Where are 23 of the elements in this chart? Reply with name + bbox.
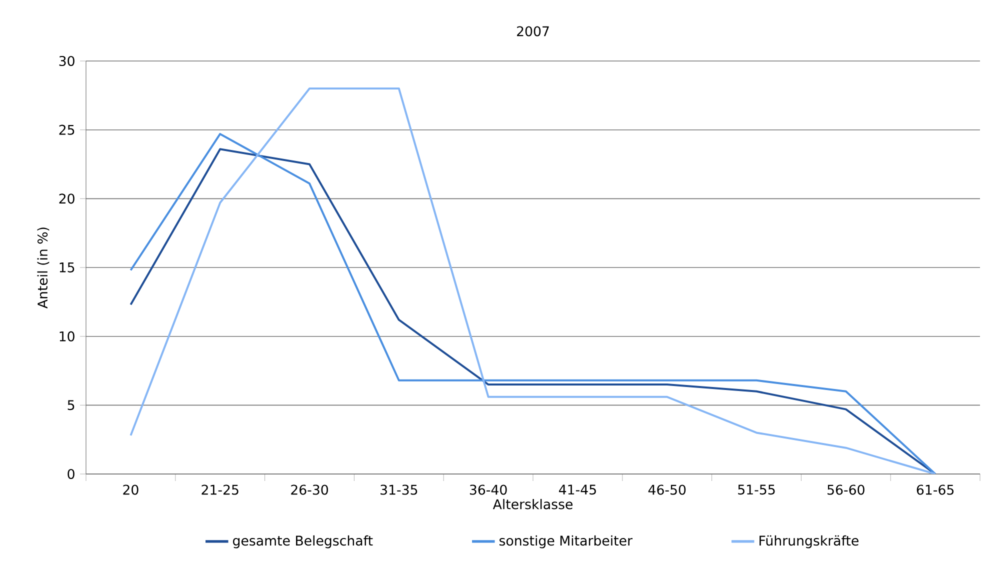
x-axis-title: Altersklasse (492, 498, 572, 510)
y-tick-label: 15 (60, 262, 74, 272)
x-tick-label: 41-45 (558, 484, 596, 495)
legend-label: gesamte Belegschaft (233, 535, 373, 548)
x-tick-label: 36-40 (470, 484, 507, 495)
x-tick-label: 51-55 (738, 484, 775, 495)
chart-title: 2007 (517, 26, 549, 36)
x-tick-label: 56-60 (828, 484, 864, 495)
y-tick-label: 10 (60, 331, 74, 342)
legend-label: Führungskräfte (760, 535, 858, 548)
y-axis-title: Anteil (in %) (37, 228, 50, 308)
y-tick-label: 30 (59, 56, 74, 66)
legend-label: sonstige Mitarbeiter (500, 535, 632, 548)
x-tick-label: 31-35 (380, 484, 418, 495)
y-tick-label: 5 (68, 400, 74, 410)
x-tick-label: 46-50 (648, 484, 686, 495)
x-tick-label: 20 (123, 484, 138, 495)
y-tick-label: 0 (68, 468, 74, 480)
x-tick-label: 26-30 (291, 484, 328, 495)
y-tick-label: 20 (59, 194, 74, 204)
x-tick-label: 21-25 (202, 484, 238, 495)
x-tick-label: 61-65 (916, 484, 954, 495)
y-tick-label: 25 (59, 124, 74, 135)
